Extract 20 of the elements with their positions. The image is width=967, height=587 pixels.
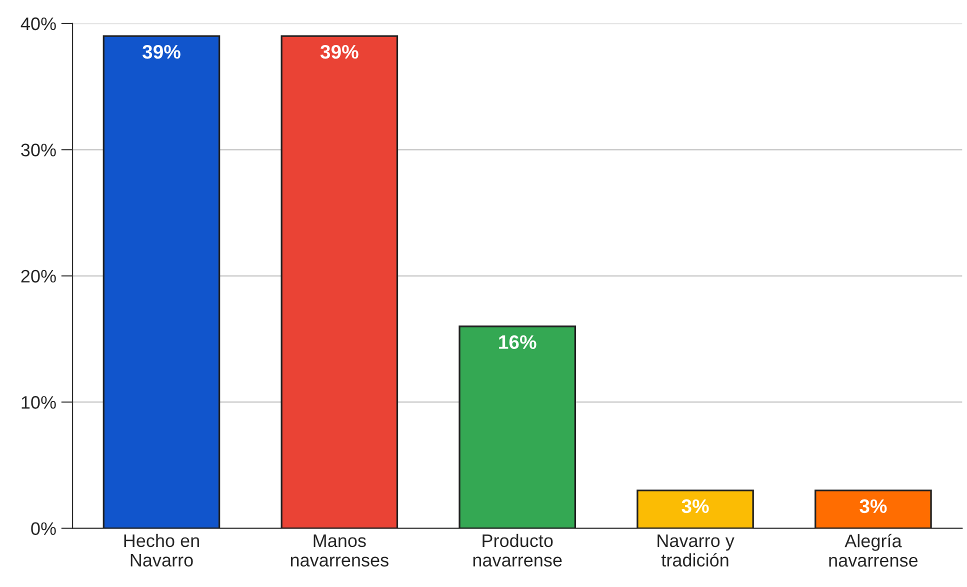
- bar: [102, 35, 220, 528]
- bar: [814, 490, 932, 528]
- y-tick-label: 10%: [22, 396, 56, 409]
- y-tick-label: 40%: [20, 17, 56, 30]
- y-tick-label: 0%: [31, 522, 56, 536]
- data-label: 3%: [860, 499, 887, 514]
- data-label: 39%: [142, 44, 180, 59]
- data-label: 3%: [682, 499, 709, 514]
- bar: [458, 326, 576, 528]
- data-label: 39%: [320, 44, 358, 59]
- y-tick-label: 30%: [21, 144, 56, 156]
- x-tick-label: Hecho en Navarro: [124, 534, 199, 567]
- x-tick-label: Navarro y tradición: [658, 534, 734, 567]
- x-tick-label: Alegría navarrense: [829, 534, 918, 567]
- y-tick-label: 20%: [21, 270, 56, 283]
- bar: [636, 490, 754, 528]
- bar: [280, 35, 398, 528]
- x-tick-label: Manos navarrenses: [290, 534, 388, 567]
- x-tick-label: Producto navarrense: [473, 534, 562, 567]
- data-label: 16%: [499, 335, 536, 349]
